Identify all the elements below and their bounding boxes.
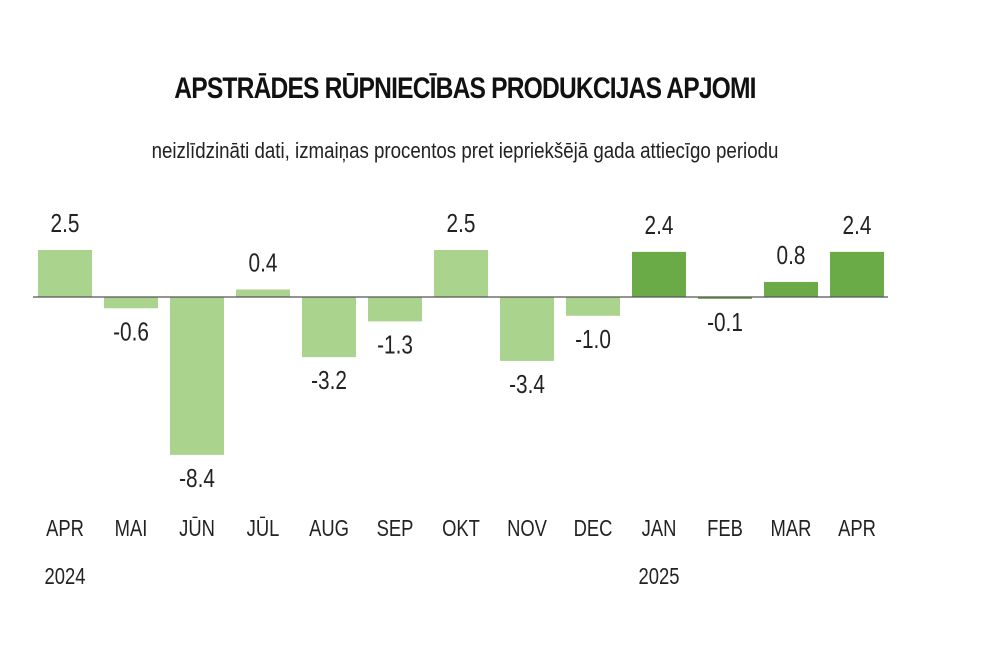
value-label: -0.6 <box>113 317 149 346</box>
value-label: -3.2 <box>311 366 347 395</box>
year-label: 2025 <box>639 564 680 589</box>
category-label: MAR <box>771 516 812 541</box>
category-label: APR <box>46 516 84 541</box>
value-label: -8.4 <box>179 464 215 493</box>
category-label: AUG <box>309 516 349 541</box>
bar-feb-10 <box>698 297 752 299</box>
value-label: 0.4 <box>249 248 278 277</box>
chart-subtitle: neizlīdzināti dati, izmaiņas procentos p… <box>151 138 779 163</box>
category-label: MAI <box>115 516 148 541</box>
bar-nov-7 <box>500 297 554 361</box>
category-label: JAN <box>642 516 677 541</box>
category-label: APR <box>838 516 876 541</box>
category-label: OKT <box>442 516 480 541</box>
bar-jūl-3 <box>236 289 290 297</box>
bar-aug-4 <box>302 297 356 358</box>
bar-apr-12 <box>830 251 884 297</box>
value-label: -3.4 <box>509 370 545 399</box>
bar-mar-11 <box>764 281 818 297</box>
bar-sep-5 <box>368 297 422 322</box>
bar-jan-9 <box>632 251 686 297</box>
value-label: 0.8 <box>777 241 806 270</box>
bar-dec-8 <box>566 297 620 316</box>
chart-title: APSTRĀDES RŪPNIECĪBAS PRODUKCIJAS APJOMI <box>174 72 756 105</box>
bar-apr-0 <box>38 250 92 297</box>
category-label: SEP <box>377 516 414 541</box>
value-label: 2.5 <box>51 209 80 238</box>
category-label: JŪL <box>247 516 280 541</box>
value-label: -1.0 <box>575 325 611 354</box>
value-label: 2.5 <box>447 209 476 238</box>
bar-okt-6 <box>434 250 488 297</box>
bar-jūn-2 <box>170 297 224 455</box>
category-label: DEC <box>574 516 613 541</box>
category-label: FEB <box>707 516 743 541</box>
bar-mai-1 <box>104 297 158 309</box>
value-label: 2.4 <box>843 211 872 240</box>
value-label: -0.1 <box>707 308 743 337</box>
category-label: NOV <box>507 516 547 541</box>
category-label: JŪN <box>179 516 215 541</box>
value-label: -1.3 <box>377 330 413 359</box>
value-label: 2.4 <box>645 211 674 240</box>
year-label: 2024 <box>45 564 86 589</box>
